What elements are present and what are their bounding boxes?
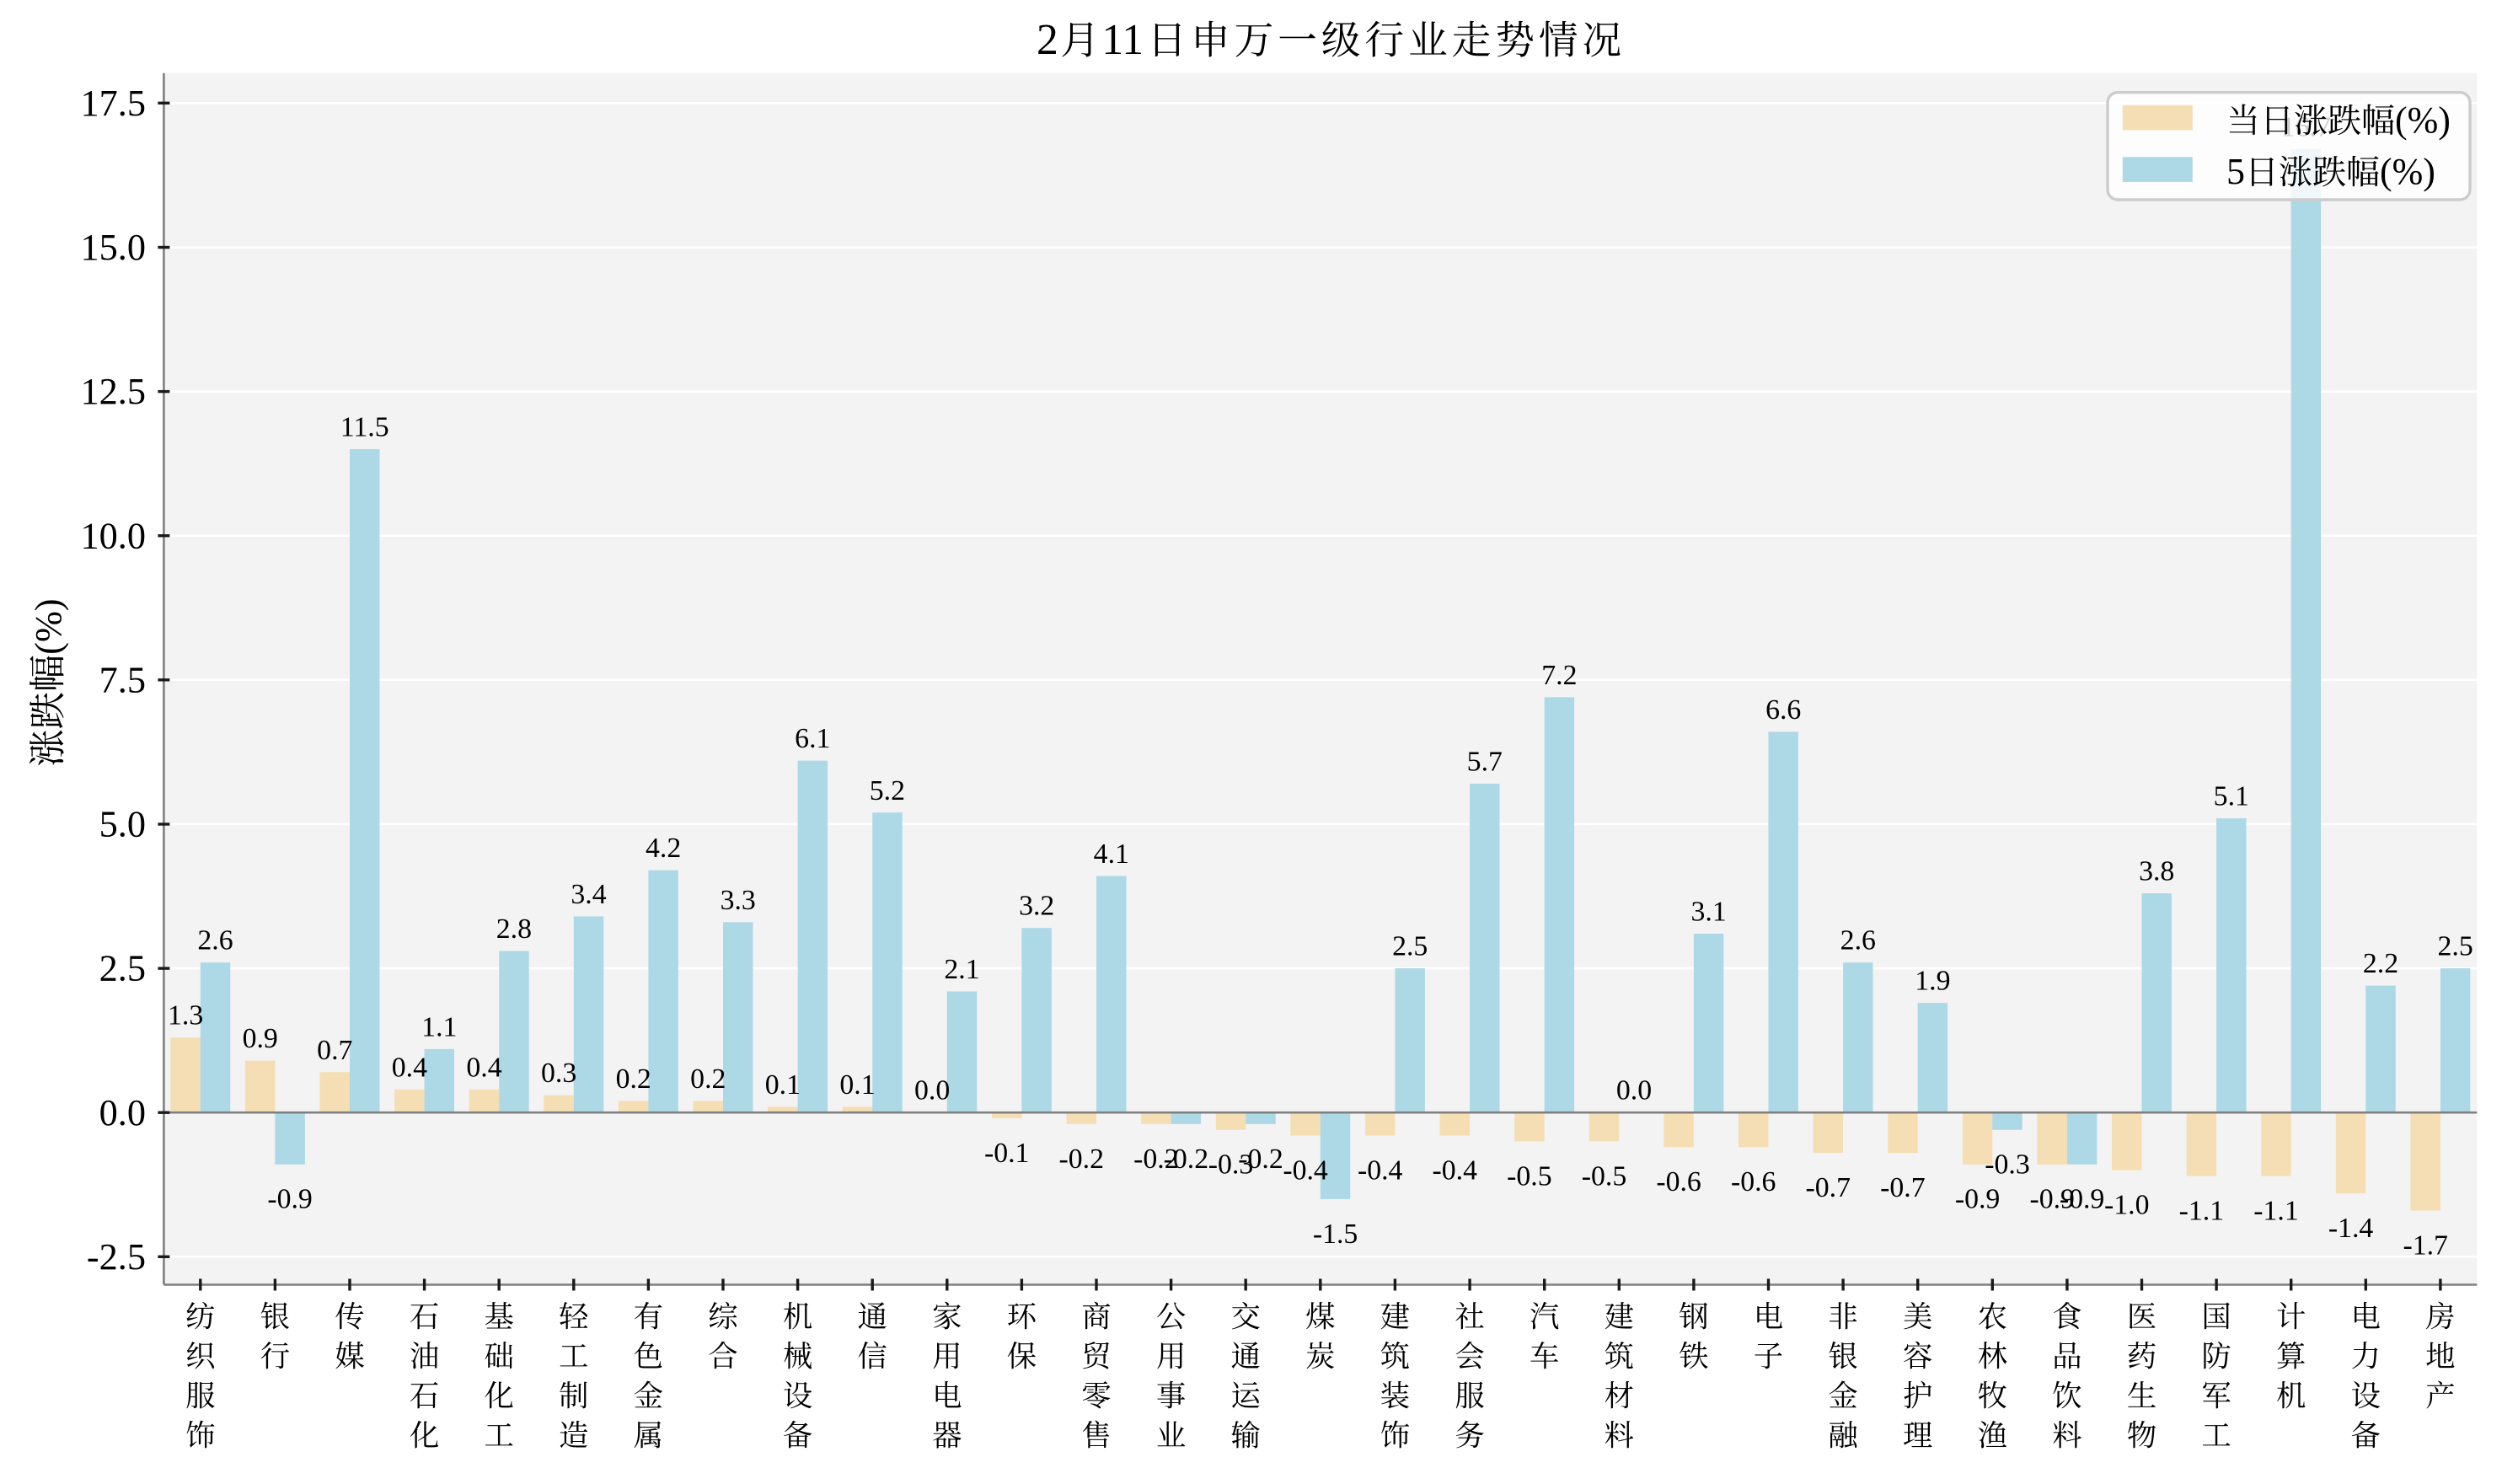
svg-text:1.3: 1.3 — [168, 1000, 203, 1031]
svg-text:5.7: 5.7 — [1467, 747, 1503, 778]
svg-text:2.5: 2.5 — [1392, 931, 1428, 962]
svg-text:-1.0: -1.0 — [2104, 1190, 2150, 1221]
svg-text:-1.4: -1.4 — [2328, 1213, 2374, 1244]
svg-text:2.5: 2.5 — [99, 948, 146, 989]
svg-text:-0.2: -0.2 — [1238, 1144, 1283, 1175]
svg-text:-0.4: -0.4 — [1358, 1155, 1403, 1187]
svg-text:-0.6: -0.6 — [1731, 1166, 1776, 1197]
svg-text:-1.1: -1.1 — [2179, 1195, 2225, 1226]
svg-text:6.6: 6.6 — [1765, 694, 1801, 726]
svg-text:-1.5: -1.5 — [1313, 1219, 1358, 1250]
svg-text:(%): (%) — [2380, 151, 2435, 192]
svg-text:11.5: 11.5 — [340, 412, 389, 443]
svg-text:17.5: 17.5 — [80, 83, 146, 124]
svg-text:-0.9: -0.9 — [2060, 1184, 2105, 1215]
svg-text:0.1: 0.1 — [839, 1069, 875, 1101]
svg-text:-0.1: -0.1 — [984, 1138, 1030, 1169]
svg-text:15.0: 15.0 — [80, 227, 146, 268]
svg-text:7.5: 7.5 — [99, 660, 146, 701]
svg-text:-0.7: -0.7 — [1880, 1172, 1926, 1203]
svg-text:-0.7: -0.7 — [1806, 1172, 1851, 1203]
svg-text:-0.9: -0.9 — [2029, 1184, 2075, 1215]
svg-text:-0.2: -0.2 — [1164, 1144, 1209, 1175]
svg-text:3.8: 3.8 — [2139, 856, 2174, 887]
svg-text:3.4: 3.4 — [571, 879, 606, 910]
svg-text:1.9: 1.9 — [1915, 966, 1950, 997]
svg-text:2.6: 2.6 — [197, 925, 233, 956]
svg-text:-2.5: -2.5 — [87, 1236, 146, 1278]
svg-text:-0.9: -0.9 — [1955, 1184, 2001, 1215]
svg-text:2.5: 2.5 — [2437, 931, 2473, 962]
svg-text:-1.7: -1.7 — [2403, 1230, 2448, 1262]
svg-text:5: 5 — [2226, 151, 2245, 192]
svg-text:3.3: 3.3 — [721, 885, 756, 916]
svg-text:1.1: 1.1 — [421, 1011, 457, 1042]
svg-text:0.4: 0.4 — [466, 1052, 501, 1083]
svg-text:-0.5: -0.5 — [1582, 1160, 1627, 1192]
svg-text:6.1: 6.1 — [795, 723, 830, 754]
svg-text:0.0: 0.0 — [99, 1092, 146, 1133]
svg-text:3.2: 3.2 — [1019, 891, 1054, 922]
svg-text:-0.5: -0.5 — [1507, 1160, 1552, 1192]
svg-text:-0.4: -0.4 — [1433, 1155, 1478, 1187]
svg-text:-0.2: -0.2 — [1133, 1144, 1179, 1175]
svg-text:2.8: 2.8 — [496, 913, 532, 945]
svg-text:7.2: 7.2 — [1541, 660, 1577, 691]
svg-text:0.4: 0.4 — [392, 1052, 427, 1083]
svg-text:0.3: 0.3 — [541, 1058, 576, 1089]
svg-text:12.5: 12.5 — [80, 371, 146, 412]
svg-text:0.1: 0.1 — [765, 1069, 801, 1101]
svg-text:-1.1: -1.1 — [2253, 1195, 2299, 1226]
svg-text:2.2: 2.2 — [2363, 948, 2398, 979]
svg-text:5.1: 5.1 — [2214, 781, 2249, 812]
svg-text:0.0: 0.0 — [1616, 1075, 1652, 1106]
svg-text:0.2: 0.2 — [616, 1063, 651, 1095]
svg-text:2: 2 — [1037, 16, 1058, 64]
svg-text:-0.9: -0.9 — [267, 1184, 313, 1215]
svg-text:-0.6: -0.6 — [1656, 1166, 1701, 1197]
svg-text:0.0: 0.0 — [914, 1075, 950, 1106]
svg-text:11: 11 — [1101, 16, 1144, 64]
svg-text:5.2: 5.2 — [870, 775, 905, 806]
svg-text:4.2: 4.2 — [646, 833, 681, 864]
svg-text:(%): (%) — [28, 598, 69, 654]
svg-text:-0.2: -0.2 — [1059, 1144, 1105, 1175]
svg-text:3.1: 3.1 — [1690, 897, 1726, 928]
svg-text:2.6: 2.6 — [1840, 925, 1876, 956]
svg-text:0.2: 0.2 — [690, 1063, 726, 1095]
svg-text:-0.3: -0.3 — [1208, 1149, 1254, 1181]
svg-text:0.9: 0.9 — [243, 1023, 278, 1054]
svg-text:4.1: 4.1 — [1094, 838, 1129, 870]
svg-text:5.0: 5.0 — [99, 804, 146, 845]
svg-text:10.0: 10.0 — [80, 515, 146, 556]
svg-text:-0.4: -0.4 — [1283, 1155, 1328, 1187]
svg-text:0.7: 0.7 — [317, 1035, 352, 1066]
svg-text:2.1: 2.1 — [944, 954, 979, 985]
svg-text:-0.3: -0.3 — [1985, 1149, 2030, 1181]
svg-text:(%): (%) — [2395, 99, 2451, 141]
